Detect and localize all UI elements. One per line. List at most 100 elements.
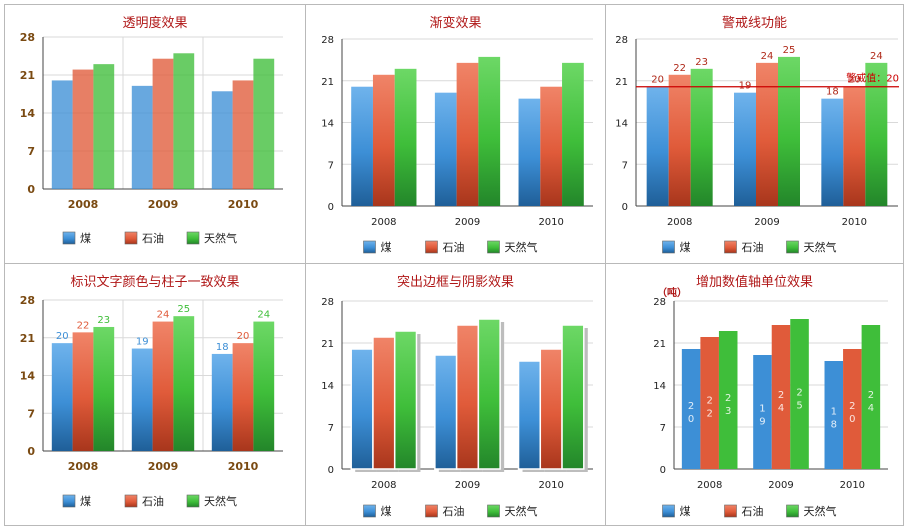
- legend-label[interactable]: 石油: [742, 504, 764, 518]
- bar-石油-2009[interactable]: [456, 62, 479, 206]
- legend-label[interactable]: 天然气: [804, 504, 837, 518]
- bar-石油-2010[interactable]: [232, 343, 254, 451]
- bar-石油-2009[interactable]: [756, 62, 778, 206]
- bar-煤-2010[interactable]: [821, 98, 844, 206]
- legend-label[interactable]: 煤: [80, 495, 91, 508]
- bar-煤-2008[interactable]: [681, 349, 701, 469]
- bar-煤-2008[interactable]: [51, 343, 73, 451]
- legend-label[interactable]: 煤: [80, 232, 91, 245]
- legend-label[interactable]: 煤: [381, 505, 392, 518]
- bar-天然气-2008[interactable]: [718, 331, 738, 469]
- divider-vertical-1: [305, 5, 306, 525]
- legend-label[interactable]: 煤: [680, 505, 691, 518]
- bar-煤-2010[interactable]: [517, 360, 542, 470]
- bar-煤-2010[interactable]: [824, 361, 844, 469]
- legend-swatch[interactable]: [786, 504, 799, 518]
- legend-swatch[interactable]: [186, 494, 200, 508]
- bar-煤-2010[interactable]: [211, 353, 233, 451]
- legend-swatch[interactable]: [487, 504, 500, 518]
- legend-swatch[interactable]: [124, 231, 138, 245]
- legend-label[interactable]: 天然气: [204, 231, 237, 245]
- bar-天然气-2008[interactable]: [93, 64, 115, 189]
- legend-label[interactable]: 天然气: [505, 240, 538, 254]
- bar-煤-2009[interactable]: [753, 355, 772, 469]
- bar-煤-2010[interactable]: [211, 91, 233, 189]
- bar-天然气-2010[interactable]: [865, 62, 888, 206]
- legend-swatch[interactable]: [62, 494, 76, 508]
- bar-石油-2008[interactable]: [372, 74, 395, 207]
- bar-天然气-2010[interactable]: [861, 325, 881, 469]
- bar-煤-2009[interactable]: [734, 92, 756, 206]
- bar-石油-2010[interactable]: [539, 348, 563, 470]
- legend-swatch[interactable]: [662, 240, 675, 254]
- bar-天然气-2009[interactable]: [477, 318, 501, 470]
- legend-label[interactable]: 煤: [680, 241, 691, 254]
- bar-煤-2009[interactable]: [434, 92, 457, 206]
- bar-煤-2010[interactable]: [518, 98, 541, 206]
- legend-swatch[interactable]: [724, 504, 737, 518]
- legend-swatch[interactable]: [425, 240, 438, 254]
- axis-unit-label: （吨）: [657, 286, 687, 299]
- bar-天然气-2008[interactable]: [690, 68, 713, 206]
- legend-swatch[interactable]: [363, 504, 376, 518]
- bar-石油-2008[interactable]: [700, 337, 719, 469]
- legend-label[interactable]: 石油: [142, 231, 164, 245]
- bar-天然气-2009[interactable]: [478, 56, 501, 207]
- legend-label[interactable]: 石油: [742, 240, 764, 254]
- bar-石油-2008[interactable]: [372, 336, 396, 470]
- y-tick-label: 7: [328, 423, 334, 434]
- legend-swatch[interactable]: [662, 504, 675, 518]
- bar-天然气-2010[interactable]: [253, 58, 275, 189]
- bar-天然气-2008[interactable]: [393, 330, 418, 470]
- bar-煤-2008[interactable]: [351, 86, 373, 206]
- bar-石油-2008[interactable]: [668, 74, 691, 207]
- bar-石油-2010[interactable]: [540, 86, 563, 206]
- bar-煤-2009[interactable]: [434, 354, 458, 470]
- legend-label[interactable]: 天然气: [804, 240, 837, 254]
- data-label: 20: [651, 75, 664, 86]
- bar-煤-2009[interactable]: [131, 85, 153, 189]
- bar-煤-2008[interactable]: [350, 348, 374, 470]
- bar-天然气-2009[interactable]: [173, 316, 195, 451]
- legend-swatch[interactable]: [62, 231, 76, 245]
- bar-石油-2008[interactable]: [72, 69, 94, 189]
- legend-label[interactable]: 煤: [381, 241, 392, 254]
- bar-煤-2008[interactable]: [646, 86, 669, 206]
- bar-石油-2010[interactable]: [843, 86, 866, 206]
- bar-石油-2009[interactable]: [152, 58, 174, 189]
- legend-label[interactable]: 天然气: [505, 504, 538, 518]
- legend-swatch[interactable]: [124, 494, 138, 508]
- bar-石油-2009[interactable]: [152, 321, 174, 451]
- bar-石油-2009[interactable]: [455, 324, 480, 470]
- legend-swatch[interactable]: [724, 240, 737, 254]
- legend-label[interactable]: 石油: [443, 504, 465, 518]
- bar-天然气-2008[interactable]: [394, 68, 417, 206]
- bar-煤-2008[interactable]: [51, 80, 73, 189]
- legend-label[interactable]: 石油: [443, 240, 465, 254]
- legend-swatch[interactable]: [363, 240, 376, 254]
- bar-天然气-2010[interactable]: [562, 62, 584, 206]
- bar-天然气-2009[interactable]: [778, 56, 800, 207]
- legend-swatch[interactable]: [425, 504, 438, 518]
- bar-天然气-2010[interactable]: [561, 324, 585, 470]
- bar-煤-2009[interactable]: [131, 348, 153, 451]
- legend-label[interactable]: 石油: [142, 494, 164, 508]
- legend-swatch[interactable]: [786, 240, 799, 254]
- data-label-vertical: 4: [868, 403, 874, 414]
- legend-swatch[interactable]: [186, 231, 200, 245]
- x-tick-label: 2010: [538, 217, 563, 228]
- bar-天然气-2010[interactable]: [253, 321, 275, 451]
- bar-天然气-2008[interactable]: [93, 326, 115, 451]
- bar-天然气-2009[interactable]: [173, 53, 195, 190]
- y-tick-label: 0: [27, 445, 35, 458]
- bar-石油-2009[interactable]: [771, 325, 791, 469]
- alert-line-label: 警戒值：20: [846, 72, 899, 85]
- bar-石油-2008[interactable]: [72, 332, 94, 451]
- chart-panel-3: 警戒线功能 0 7 14 21 28 20 22 23 2008 19 24 25 2009 18 20 24 2…: [606, 5, 903, 263]
- bar-石油-2010[interactable]: [232, 80, 254, 189]
- bar-石油-2010[interactable]: [843, 349, 862, 469]
- legend-label[interactable]: 天然气: [204, 494, 237, 508]
- data-label-vertical: 5: [796, 401, 802, 412]
- bar-天然气-2009[interactable]: [790, 319, 809, 469]
- legend-swatch[interactable]: [487, 240, 500, 254]
